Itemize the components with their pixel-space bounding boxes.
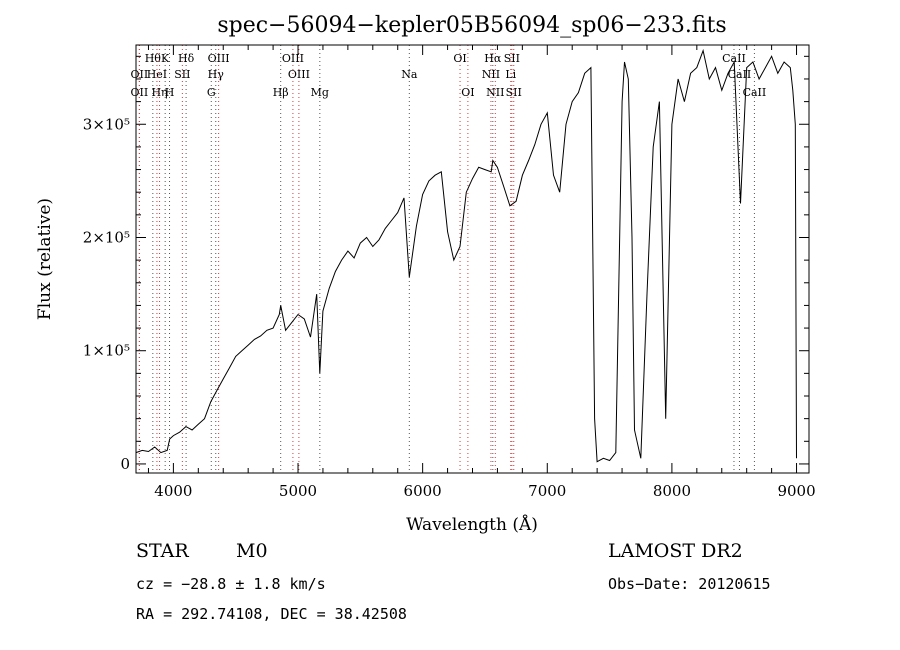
object-subclass: M0 [236, 540, 268, 562]
y-tick-label: 3×10⁵ [83, 115, 130, 133]
object-class: STAR [136, 540, 189, 562]
x-axis: 4000 5000 6000 7000 8000 9000 [147, 45, 816, 500]
observation-date: Obs−Date: 20120615 [608, 575, 771, 593]
emission-line-label: Hη [151, 86, 167, 99]
emission-line-label: SII [506, 86, 522, 99]
spectral-line-markers [138, 45, 755, 473]
absorption-line-label: Hα [484, 52, 502, 65]
emission-line-label: OI [461, 86, 474, 99]
coordinates: RA = 292.74108, DEC = 38.42508 [136, 605, 407, 623]
emission-line-label: OII [131, 68, 149, 81]
x-tick-label: 5000 [279, 482, 317, 500]
emission-line-label: SII [174, 68, 190, 81]
emission-line-label: HeI [147, 68, 167, 81]
x-tick-label: 6000 [404, 482, 442, 500]
y-tick-label: 1×10⁵ [83, 342, 130, 360]
absorption-line-label: H [165, 86, 175, 99]
emission-line-label: OII [131, 86, 149, 99]
absorption-line-label: Hδ [178, 52, 195, 65]
absorption-line-label: Hβ [273, 86, 289, 99]
survey-label: LAMOST DR2 [608, 540, 743, 562]
y-axis-label: Flux (relative) [35, 198, 55, 320]
absorption-line-label: Na [401, 68, 418, 81]
absorption-line-label: Mg [311, 86, 329, 99]
emission-line-label: NII [486, 86, 504, 99]
emission-line-label: Li [505, 68, 516, 81]
x-tick-label: 7000 [528, 482, 566, 500]
x-axis-label: Wavelength (Å) [406, 514, 538, 535]
absorption-line-label: Hγ [208, 68, 225, 81]
redshift-cz: cz = −28.8 ± 1.8 km/s [136, 575, 326, 593]
emission-line-label: SII [504, 52, 520, 65]
x-tick-label: 9000 [777, 482, 815, 500]
x-tick-label: 4000 [154, 482, 192, 500]
y-tick-label: 0 [120, 455, 130, 473]
absorption-line-label: Hθ [145, 52, 162, 65]
absorption-line-label: CaII [743, 86, 767, 99]
y-axis: 0 1×10⁵ 2×10⁵ 3×10⁵ [83, 55, 809, 473]
absorption-line-label: CaII [728, 68, 752, 81]
emission-line-label: OI [453, 52, 466, 65]
emission-line-label: OIII [282, 52, 304, 65]
y-tick-label: 2×10⁵ [83, 228, 130, 246]
absorption-line-label: CaII [722, 52, 746, 65]
absorption-line-label: G [207, 86, 216, 99]
chart-title: spec−56094−kepler05B56094_sp06−233.fits [217, 13, 726, 38]
spectrum-line [135, 48, 797, 463]
emission-line-label: OIII [208, 52, 230, 65]
emission-line-label: OIII [288, 68, 310, 81]
emission-line-label: NII [482, 68, 500, 81]
absorption-line-label: K [161, 52, 170, 65]
plot-frame [135, 44, 810, 474]
x-tick-label: 8000 [653, 482, 691, 500]
